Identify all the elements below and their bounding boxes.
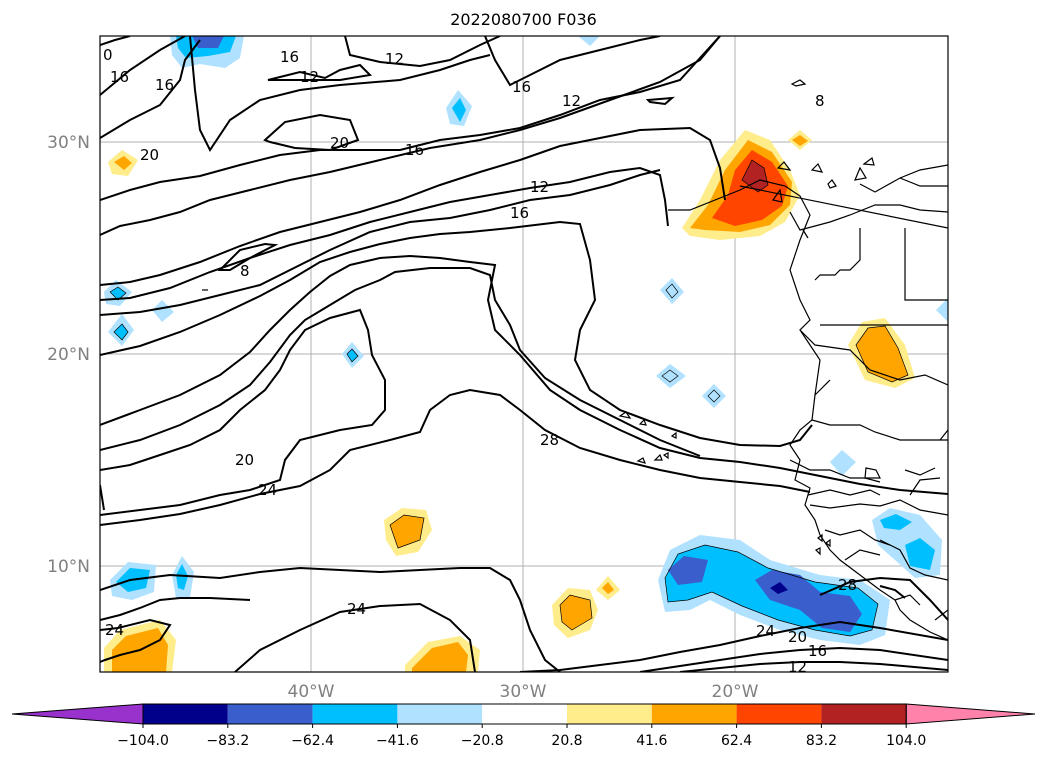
colorbar-tick-label: −83.2: [206, 733, 249, 749]
colorbar-tick-label: 83.2: [806, 733, 837, 749]
lat-label-30n: 30°N: [47, 133, 90, 153]
contour-label: 24: [756, 622, 775, 640]
contour-label: 20: [235, 451, 254, 469]
contour-label: 28: [540, 431, 559, 449]
contour-label: 16: [110, 68, 129, 86]
contour-label: 24: [258, 481, 277, 499]
colorbar-swatch: [482, 704, 567, 724]
lat-label-10n: 10°N: [47, 557, 90, 577]
colorbar-tick-label: −20.8: [461, 733, 504, 749]
colorbar-tick-label: −41.6: [376, 733, 419, 749]
contour-label: 12: [530, 178, 549, 196]
colorbar-swatch: [736, 704, 822, 724]
colorbar-tick-label: 62.4: [721, 733, 752, 749]
colorbar-tick-label: −104.0: [117, 733, 169, 749]
colorbar-tick-label: 104.0: [886, 733, 926, 749]
contour-label: 12: [788, 658, 807, 676]
colorbar-swatch: [227, 704, 313, 724]
map-content: 0 20 16 16 16 12 12 16 20 16 12 12 16 8 …: [100, 36, 948, 676]
colorbar-tick-label: 41.6: [636, 733, 667, 749]
cool-shading: [104, 36, 948, 645]
colorbar-frame: [142, 703, 907, 725]
contour-label: 0: [103, 46, 113, 64]
colorbar-extend-low: [11, 703, 144, 725]
contour-label: 24: [105, 621, 124, 639]
colorbar-swatch: [312, 704, 398, 724]
contour-label: 8: [815, 92, 825, 110]
map-frame: [99, 35, 949, 673]
contour-label: 20: [788, 628, 807, 646]
contour-label: 16: [510, 204, 529, 222]
contour-label: 16: [512, 78, 531, 96]
contour-label: 12: [385, 50, 404, 68]
shading-outlines: [109, 159, 909, 637]
contour-label: 8: [240, 262, 250, 280]
contour-label: 28: [838, 576, 857, 594]
contour-label: 24: [347, 600, 366, 618]
lon-label-30w: 30°W: [500, 682, 547, 702]
colorbar-swatch: [821, 704, 907, 724]
colorbar-swatch: [567, 704, 652, 724]
map-title: 2022080700 F036: [450, 10, 597, 29]
colorbar-tick-label: 20.8: [551, 733, 582, 749]
colorbar-tick-label: −62.4: [291, 733, 334, 749]
lon-label-20w: 20°W: [712, 682, 759, 702]
colorbar-swatch: [143, 704, 228, 724]
contour-label: 16: [808, 642, 827, 660]
contour-label: 20: [140, 146, 159, 164]
coastlines: [202, 79, 948, 641]
colorbar-extend-high: [905, 703, 1036, 725]
contour-label: 20: [330, 134, 349, 152]
contour-label: 16: [155, 76, 174, 94]
contour-label: 12: [562, 92, 581, 110]
lon-label-40w: 40°W: [288, 682, 335, 702]
contour-lines: [100, 36, 948, 672]
contour-label: 16: [405, 141, 424, 159]
contour-label-group: 0 20 16 16 16 12 12 16 20 16 12 12 16 8 …: [103, 46, 857, 676]
colorbar: −104.0 −83.2 −62.4 −41.6 −20.8 20.8 41.6 62.4 83…: [11, 703, 1036, 749]
lat-label-20n: 20°N: [47, 345, 90, 365]
colorbar-swatch: [651, 704, 737, 724]
contour-label: 16: [280, 48, 299, 66]
contour-label: 12: [300, 68, 319, 86]
colorbar-swatch: [397, 704, 483, 724]
